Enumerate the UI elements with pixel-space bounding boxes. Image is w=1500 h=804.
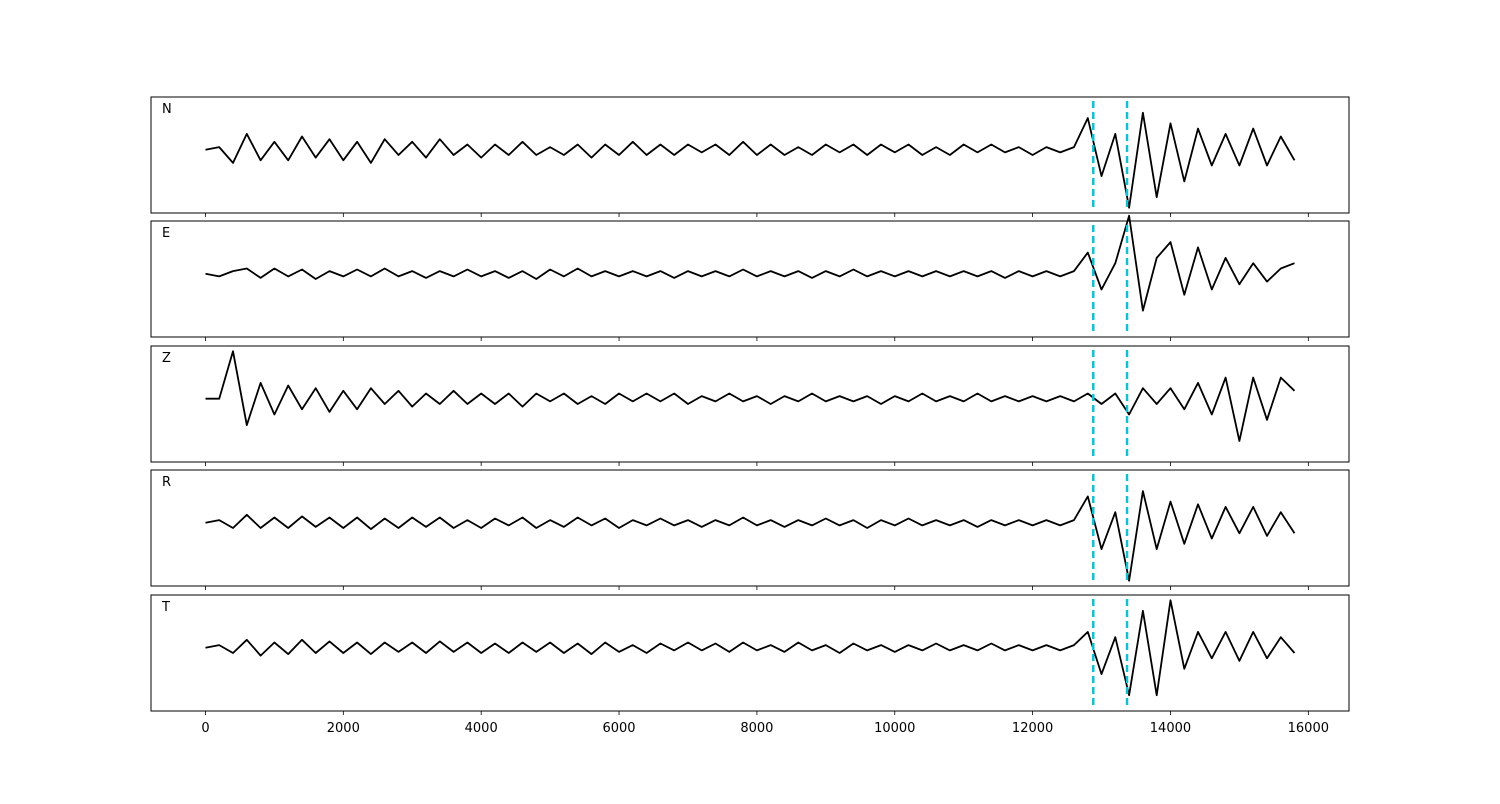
waveform	[205, 490, 1296, 582]
waveform	[205, 599, 1296, 697]
panel-label: R	[162, 475, 171, 490]
panel-label: T	[161, 600, 170, 615]
panel-label: E	[162, 226, 170, 241]
x-tick-label: 14000	[1150, 721, 1191, 736]
x-tick-label: 4000	[465, 721, 498, 736]
panel-label: N	[162, 102, 172, 117]
waveform	[205, 350, 1296, 442]
waveform	[205, 111, 1296, 209]
x-tick-label: 16000	[1288, 721, 1329, 736]
x-tick-label: 8000	[740, 721, 773, 736]
x-tick-label: 6000	[602, 721, 635, 736]
panel-frame	[150, 345, 1350, 463]
panel-frame	[150, 469, 1350, 587]
x-tick-label: 2000	[327, 721, 360, 736]
waveform	[205, 214, 1295, 312]
panel-frame	[150, 220, 1350, 338]
panel-frame	[150, 96, 1350, 214]
panel-frame	[150, 594, 1350, 712]
x-tick-label: 10000	[874, 721, 915, 736]
x-tick-label: 12000	[1012, 721, 1053, 736]
x-tick-label: 0	[201, 721, 209, 736]
panel-label: Z	[162, 351, 171, 366]
